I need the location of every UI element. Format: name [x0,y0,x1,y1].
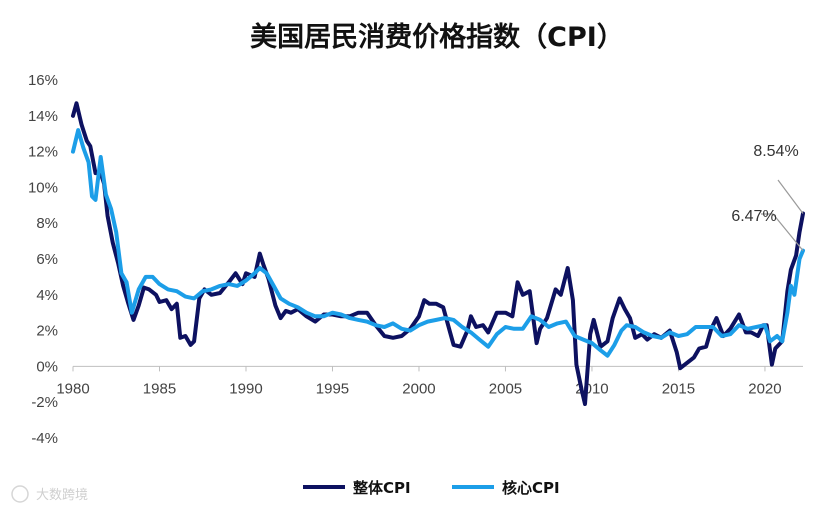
y-tick-label: -2% [31,394,58,411]
x-tick-label: 2020 [748,380,781,397]
x-tick-label: 1990 [229,380,262,397]
annotation-leader-line [761,213,804,251]
x-tick-label: 2015 [662,380,695,397]
watermark-logo-icon [11,485,29,503]
y-tick-label: 10% [28,179,58,196]
data-label: 6.47% [731,208,776,225]
annotations: 8.54% 6.47% [731,143,804,251]
x-axis-tick-marks [72,366,766,372]
x-axis-tick-labels: 1980 1985 1990 1995 2000 2005 2010 2015 2020 [56,380,781,397]
legend: 整体CPI 核心CPI [303,479,560,497]
y-tick-label: -4% [31,430,58,447]
annotation-leader-line [777,179,804,214]
y-tick-label: 14% [28,108,58,125]
y-tick-label: 2% [36,323,58,340]
legend-label-total-cpi: 整体CPI [353,479,411,497]
y-tick-label: 6% [36,251,58,268]
x-tick-label: 1980 [56,380,89,397]
watermark: 大数跨境 [11,485,88,503]
series-line-total-cpi [71,101,805,406]
y-tick-label: 0% [36,358,58,375]
x-tick-label: 1995 [316,380,349,397]
watermark-text: 大数跨境 [36,488,88,503]
x-tick-label: 1985 [143,380,176,397]
y-tick-label: 16% [28,72,58,89]
y-tick-label: 4% [36,287,58,304]
y-tick-label: 12% [28,144,58,161]
legend-label-core-cpi: 核心CPI [502,479,560,497]
x-tick-label: 2000 [402,380,435,397]
x-tick-label: 2005 [489,380,522,397]
y-tick-label: 8% [36,215,58,232]
series-layer [71,101,805,406]
chart-title: 美国居民消费价格指数（CPI） [250,21,624,53]
data-label: 8.54% [753,143,798,160]
y-axis-tick-labels: -4% -2% 0% 2% 4% 6% 8% 10% 12% 14% 16% [28,72,58,447]
series-line-core-cpi [71,128,805,358]
